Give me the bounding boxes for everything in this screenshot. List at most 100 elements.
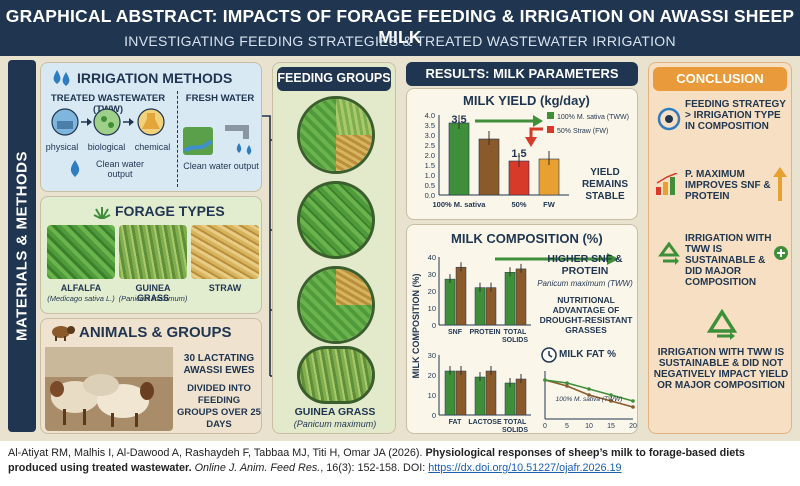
yield-tick-label: 1.5 xyxy=(425,161,435,170)
plus-icon xyxy=(773,245,789,266)
fat-tick-label: 0 xyxy=(543,423,547,430)
yield-red-arrow xyxy=(529,127,543,139)
composition-panel: MILK COMPOSITION (%) MILK COMPOSITION (%… xyxy=(406,224,638,434)
comp-top-bar xyxy=(485,287,497,326)
step-labels: physical biological chemical xyxy=(41,142,175,152)
guinea-grass-image xyxy=(119,225,187,279)
header-banner: GRAPHICAL ABSTRACT: IMPACTS OF FORAGE FE… xyxy=(0,0,800,56)
guinea-grass-latin: (Panicum maximum) xyxy=(118,294,188,303)
up-arrow-icon xyxy=(773,167,787,206)
yield-bar xyxy=(478,138,500,196)
water-drop-icon xyxy=(67,159,83,184)
conclusion-item-3: IRRIGATION WITH TWW IS SUSTAINABLE & DID… xyxy=(685,233,772,288)
comp-bottom-category-label: LACTOSE xyxy=(468,419,502,426)
comp-top-tick-label: 0 xyxy=(432,321,436,330)
legend-label-fw: 50% Straw (FW) xyxy=(557,128,608,135)
citation-journal: Online J. Anim. Feed Res. xyxy=(194,462,321,474)
sheep-icon xyxy=(49,323,75,346)
bar-growth-icon xyxy=(655,172,681,200)
forage-panel: FORAGE TYPES ALFALFA (Medicago sativa L.… xyxy=(40,196,262,314)
water-drops-icon xyxy=(51,68,73,93)
grass-icon xyxy=(93,203,111,224)
step-biological: biological xyxy=(87,142,126,152)
feeding-group-3 xyxy=(297,266,375,344)
comp-top-category-label: SOLIDS xyxy=(502,337,528,343)
legend-swatch-fw xyxy=(547,126,554,133)
fat-series-point xyxy=(543,378,547,382)
yield-annot-low: 1.5 xyxy=(511,148,526,160)
feeding-bottom-label: GUINEA GRASS xyxy=(294,406,376,418)
fat-series-point xyxy=(565,384,569,388)
citation-volume: , 16(3): 152-158. DOI: xyxy=(320,462,426,474)
comp-bottom-category-label: TOTAL xyxy=(504,419,527,426)
animals-count: 30 LACTATING AWASSI EWES xyxy=(183,353,255,376)
side-label: MATERIALS & METHODS xyxy=(13,150,31,342)
feeding-panel: FEEDING GROUPS GUINEA GRASS (Panicum max… xyxy=(272,62,396,434)
yield-tick-label: 1.0 xyxy=(425,171,435,180)
clock-icon xyxy=(541,347,557,368)
fat-series-point xyxy=(609,393,613,397)
citation-authors: Al-Atiyat RM, Malhis I, Al-Dawood A, Ras… xyxy=(8,447,423,459)
comp-top-bar xyxy=(474,287,486,326)
doi-link[interactable]: https://dx.doi.org/10.51227/ojafr.2026.1… xyxy=(428,462,622,474)
comp-top-tick-label: 40 xyxy=(428,253,436,262)
milk-fat-chart: 0 5 10 15 20 100% M. sativa (TWW) xyxy=(543,371,637,430)
citation-footer: Al-Atiyat RM, Malhis I, Al-Dawood A, Ras… xyxy=(0,441,800,486)
recycle-icon xyxy=(655,241,683,274)
straw-image xyxy=(191,225,259,279)
yield-title: MILK YIELD (kg/day) xyxy=(463,93,590,108)
conclusion-item-4: IRRIGATION WITH TWW IS SUSTAINABLE & DID… xyxy=(653,347,789,391)
comp-top-category-label: SNF xyxy=(448,329,463,336)
fat-tick-label: 10 xyxy=(585,423,593,430)
animals-title: ANIMALS & GROUPS xyxy=(79,324,232,341)
yield-green-arrowhead xyxy=(533,115,543,127)
sheep-image xyxy=(45,347,173,431)
yield-tick-label: 0.0 xyxy=(425,191,435,200)
animals-groups: DIVIDED INTO FEEDING GROUPS OVER 25 DAYS xyxy=(177,383,261,430)
fat-series-note: 100% M. sativa (TWW) xyxy=(556,396,623,403)
feeding-group-1 xyxy=(297,96,375,174)
comp-bottom-tick-label: 0 xyxy=(432,411,436,420)
comp-bottom-tick-label: 10 xyxy=(428,391,436,400)
yield-annot-high: 3.5 xyxy=(451,114,466,126)
comp-bottom-bar xyxy=(474,376,486,416)
side-label-bar: MATERIALS & METHODS xyxy=(8,60,36,432)
gear-cycle-icon xyxy=(657,107,681,136)
results-title: RESULTS: MILK PARAMETERS xyxy=(406,62,638,86)
comp-top-bar xyxy=(515,268,527,326)
comp-bottom-tick-label: 30 xyxy=(428,351,436,360)
animals-panel: ANIMALS & GROUPS 30 LACTATING AWASSI EWE… xyxy=(40,318,262,434)
fresh-output: Clean water output xyxy=(183,161,259,171)
legend-swatch-tww xyxy=(547,112,554,119)
feeding-title: FEEDING GROUPS xyxy=(277,67,391,91)
feeding-group-2 xyxy=(297,181,375,259)
yield-tick-label: 0.5 xyxy=(425,181,435,190)
yield-tick-label: 4.0 xyxy=(425,111,435,120)
fat-series-point xyxy=(609,399,613,403)
conclusion-item-2: P. MAXIMUM IMPROVES SNF & PROTEIN xyxy=(685,169,771,202)
fat-tick-label: 5 xyxy=(565,423,569,430)
higher-arrow xyxy=(495,253,619,265)
conclusion-panel: CONCLUSION FEEDING STRATEGY > IRRIGATION… xyxy=(648,62,792,434)
fat-tick-label: 20 xyxy=(629,423,637,430)
irrigation-panel: IRRIGATION METHODS TREATED WASTEWATER (T… xyxy=(40,62,262,192)
comp-top-category-label: PROTEIN xyxy=(469,329,500,336)
yield-category-label: 50% xyxy=(511,200,526,209)
yield-category-label: 100% M. sativa xyxy=(433,200,487,209)
fat-series-point xyxy=(565,381,569,385)
citation-title: Physiological responses of sheep’s milk … xyxy=(8,447,745,474)
recycle-icon-large xyxy=(705,308,739,348)
step-physical: physical xyxy=(45,142,79,152)
fat-series-point xyxy=(587,393,591,397)
yield-bar xyxy=(448,122,470,196)
fat-series-point xyxy=(587,387,591,391)
alfalfa-label: ALFALFA xyxy=(60,283,102,293)
nutritional-note: NUTRITIONAL ADVANTAGE OF DROUGHT-RESISTA… xyxy=(539,295,633,335)
comp-top-category-label: TOTAL xyxy=(504,329,527,336)
fat-tick-label: 15 xyxy=(607,423,615,430)
fresh-title: FRESH WATER xyxy=(185,93,255,104)
straw-label: STRAW xyxy=(208,283,242,293)
